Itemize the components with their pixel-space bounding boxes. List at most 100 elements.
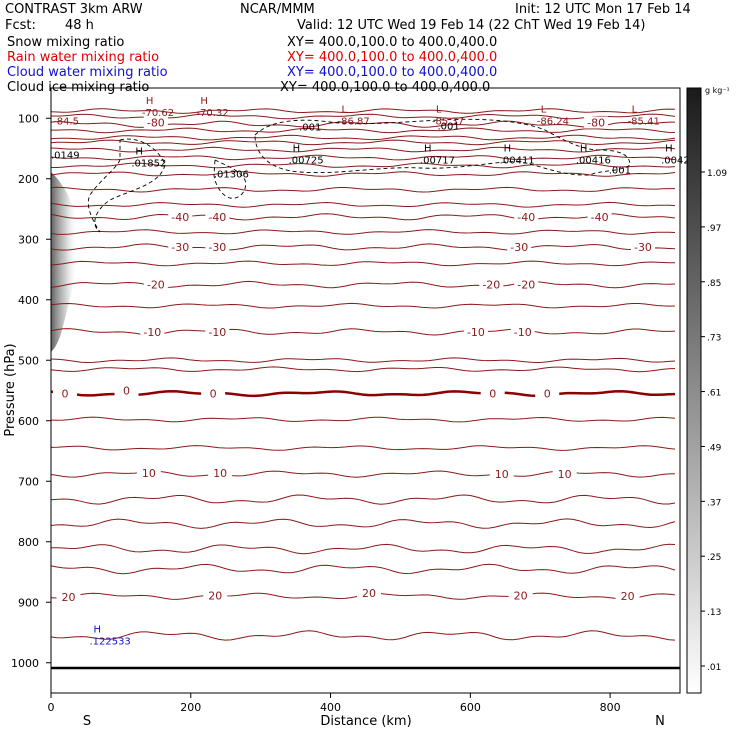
valid-time: Valid: 12 UTC Wed 19 Feb 14 (22 ChT Wed … <box>297 18 646 33</box>
isotherm-line <box>51 201 676 208</box>
isotherm-label-bg <box>514 278 539 291</box>
x-axis-label: Distance (km) <box>320 714 411 729</box>
cloud-ice-label: .001 <box>299 123 321 134</box>
isotherm-label: -30 <box>208 241 226 254</box>
snow-maximum-value: .0149 <box>51 151 80 162</box>
snow-maximum-marker: H <box>580 144 588 155</box>
snow-maximum-marker: H <box>665 144 673 155</box>
isotherm-label-bg <box>508 589 533 602</box>
temp-extremum-marker: L <box>541 104 547 115</box>
cloud-ice-label: .001 <box>437 122 459 133</box>
colorbar-tick-label: .37 <box>707 498 721 508</box>
y-axis-label: Pressure (hPa) <box>3 343 18 436</box>
isotherm-label: -10 <box>514 326 532 339</box>
snow-maximum-marker: H <box>293 144 301 155</box>
isotherm-label: -20 <box>517 279 535 292</box>
isotherm-label-bg <box>201 387 226 400</box>
isotherm-label-bg <box>168 241 193 254</box>
isotherm-label-bg <box>480 387 505 400</box>
cloud-water-maximum-marker: H <box>93 625 101 636</box>
isotherm-label: 20 <box>514 590 528 603</box>
colorbar-tick-label: .85 <box>707 279 721 289</box>
isotherm-label: 20 <box>621 590 635 603</box>
isotherm-label: -80 <box>147 116 165 129</box>
y-tick-label: 400 <box>18 294 39 307</box>
isotherm-label: 0 <box>210 388 217 401</box>
isotherm-line <box>51 366 676 373</box>
snow-shading <box>51 172 79 352</box>
isotherm-label: 0 <box>123 385 130 398</box>
isotherm-label: -10 <box>208 326 226 339</box>
isotherm-label-bg <box>615 590 640 603</box>
isotherm-label: -40 <box>208 211 226 224</box>
isotherm-label: 10 <box>142 467 156 480</box>
colorbar-tick-label: .01 <box>707 663 721 673</box>
snow-maximum-value: .01852 <box>131 159 166 170</box>
isotherm-label: -20 <box>482 279 500 292</box>
colorbar <box>686 87 702 694</box>
isotherm-line <box>51 127 676 134</box>
y-tick-label: 600 <box>18 415 39 428</box>
y-tick-label: 300 <box>18 233 39 246</box>
temp-extremum-value: -70.32 <box>196 108 228 119</box>
x-tick-label: 400 <box>320 701 341 714</box>
isotherm-line <box>51 543 676 555</box>
isotherm-line <box>51 243 676 251</box>
isotherm-label-bg <box>52 387 77 400</box>
temp-extremum-value: -86.24 <box>537 116 569 127</box>
colorbar-tick-label: .49 <box>707 443 722 453</box>
isotherm-label: -30 <box>171 241 189 254</box>
y-tick-label: 100 <box>18 112 39 125</box>
chart-title: CONTRAST 3km ARW <box>5 2 143 17</box>
isotherm-line <box>51 260 675 267</box>
field-rain-xy: XY= 400.0,100.0 to 400.0,400.0 <box>287 50 498 65</box>
temp-extremum-value: -85.37 <box>432 116 464 127</box>
cloud-water-maximum-value: .122533 <box>89 637 130 648</box>
isotherm-label-bg <box>208 466 233 479</box>
isotherm-line <box>51 134 676 141</box>
x-tick-label: 0 <box>48 701 55 714</box>
snow-maximum-value: .00717 <box>420 156 455 167</box>
y-tick-label: 1000 <box>11 657 39 670</box>
temp-extremum-marker: H <box>200 96 208 107</box>
isotherm-label-bg <box>136 466 161 479</box>
cloud-ice-label: .001 <box>609 166 631 177</box>
isotherm-label: -40 <box>517 211 535 224</box>
isotherm-label: -10 <box>143 326 161 339</box>
isotherm-line <box>51 171 676 177</box>
isotherm-line <box>51 154 676 161</box>
isotherm-label-bg <box>143 116 168 129</box>
temp-extremum-marker: L <box>632 104 638 115</box>
field-snow: Snow mixing ratio <box>7 35 125 50</box>
isotherm-line <box>51 357 676 364</box>
isotherm-label: -40 <box>171 211 189 224</box>
isotherm-label-bg <box>205 325 230 338</box>
temp-extremum-value: -86.87 <box>338 116 370 127</box>
cloud-ice-contour <box>87 138 166 233</box>
isotherm-label: -30 <box>634 241 652 254</box>
isotherm-label: 20 <box>208 590 222 603</box>
y-tick-label: 700 <box>18 475 39 488</box>
isotherm-line <box>51 445 676 451</box>
colorbar-tick-label: .97 <box>707 224 721 234</box>
field-snow-xy: XY= 400.0,100.0 to 400.0,400.0 <box>287 35 498 50</box>
colorbar-tick-label: .25 <box>707 553 721 563</box>
snow-maximum-value: .01306 <box>214 169 249 180</box>
isotherm-label-bg <box>510 325 535 338</box>
freezing-level-line <box>51 389 676 398</box>
isotherm-line <box>51 213 676 221</box>
center-label: NCAR/MMM <box>240 2 315 17</box>
isotherm-label-bg <box>514 210 539 223</box>
isotherm-label: 20 <box>362 587 376 600</box>
temp-extremum-marker: L <box>436 104 442 115</box>
isotherm-line <box>51 630 676 641</box>
snow-maximum-value: .0042 <box>661 156 690 167</box>
field-cloudwater-xy: XY= 400.0,100.0 to 400.0,400.0 <box>287 65 498 80</box>
isotherm-line <box>51 563 676 575</box>
isotherm-label-bg <box>507 241 532 254</box>
north-label: N <box>655 714 665 729</box>
isotherm-line <box>51 416 676 423</box>
fcst-value: 48 h <box>65 18 94 33</box>
snow-maximum-value: .00411 <box>500 156 535 167</box>
